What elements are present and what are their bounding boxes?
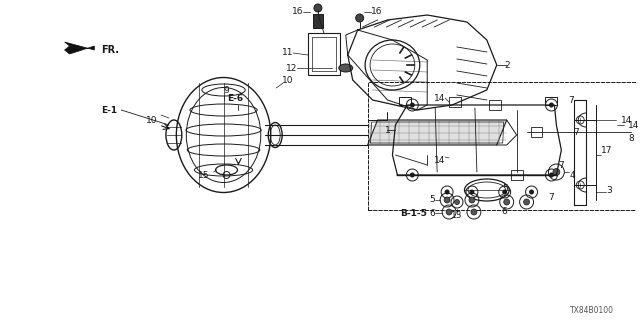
Bar — [449, 97, 461, 107]
Bar — [308, 33, 340, 75]
Text: 10: 10 — [282, 76, 294, 84]
Text: 14: 14 — [628, 121, 639, 130]
Text: 7: 7 — [548, 194, 554, 203]
Bar — [399, 97, 412, 105]
Circle shape — [504, 199, 509, 205]
Text: 13: 13 — [451, 211, 463, 220]
Bar — [531, 127, 543, 137]
Circle shape — [502, 189, 507, 195]
Circle shape — [445, 189, 449, 195]
Text: 7: 7 — [559, 161, 564, 170]
Circle shape — [446, 209, 452, 215]
Circle shape — [314, 4, 322, 12]
Text: 5: 5 — [502, 183, 508, 193]
Circle shape — [469, 197, 475, 203]
Text: 2: 2 — [504, 60, 509, 69]
Circle shape — [470, 189, 474, 195]
Text: 5: 5 — [429, 196, 435, 204]
Circle shape — [549, 102, 554, 108]
Circle shape — [410, 172, 415, 178]
Circle shape — [529, 189, 534, 195]
Circle shape — [471, 209, 477, 215]
Text: 8: 8 — [628, 133, 634, 142]
Text: TX84B0100: TX84B0100 — [570, 306, 614, 315]
Polygon shape — [367, 120, 507, 145]
Circle shape — [410, 102, 415, 108]
Polygon shape — [65, 42, 94, 54]
Text: 6: 6 — [501, 207, 507, 217]
Circle shape — [454, 199, 460, 204]
Text: B-1-5: B-1-5 — [401, 209, 428, 218]
Text: 1: 1 — [385, 125, 390, 134]
Bar — [313, 14, 323, 28]
Circle shape — [444, 197, 450, 203]
Text: 15: 15 — [198, 171, 209, 180]
Text: FR.: FR. — [101, 45, 119, 55]
Circle shape — [553, 169, 560, 175]
Bar — [511, 170, 523, 180]
Text: 14: 14 — [434, 156, 445, 164]
Text: E-1: E-1 — [101, 106, 117, 115]
Text: 7: 7 — [573, 127, 579, 137]
Circle shape — [356, 14, 364, 22]
Bar — [489, 100, 500, 110]
Text: 7: 7 — [568, 95, 574, 105]
Text: 14: 14 — [434, 93, 445, 102]
Text: 14: 14 — [621, 116, 632, 124]
Circle shape — [524, 199, 529, 205]
Ellipse shape — [339, 64, 353, 72]
Bar — [545, 97, 557, 105]
Text: 12: 12 — [285, 63, 297, 73]
Text: 11: 11 — [282, 47, 293, 57]
Bar — [367, 82, 636, 210]
Text: E-6: E-6 — [227, 93, 244, 102]
Text: 16: 16 — [371, 6, 382, 15]
Text: 4: 4 — [570, 171, 575, 180]
Text: 6: 6 — [429, 209, 435, 218]
Text: 3: 3 — [606, 186, 612, 195]
Circle shape — [549, 172, 554, 178]
Text: 16: 16 — [292, 6, 303, 15]
Text: 10: 10 — [147, 116, 158, 124]
Text: 17: 17 — [601, 146, 612, 155]
Text: 9: 9 — [223, 85, 229, 94]
